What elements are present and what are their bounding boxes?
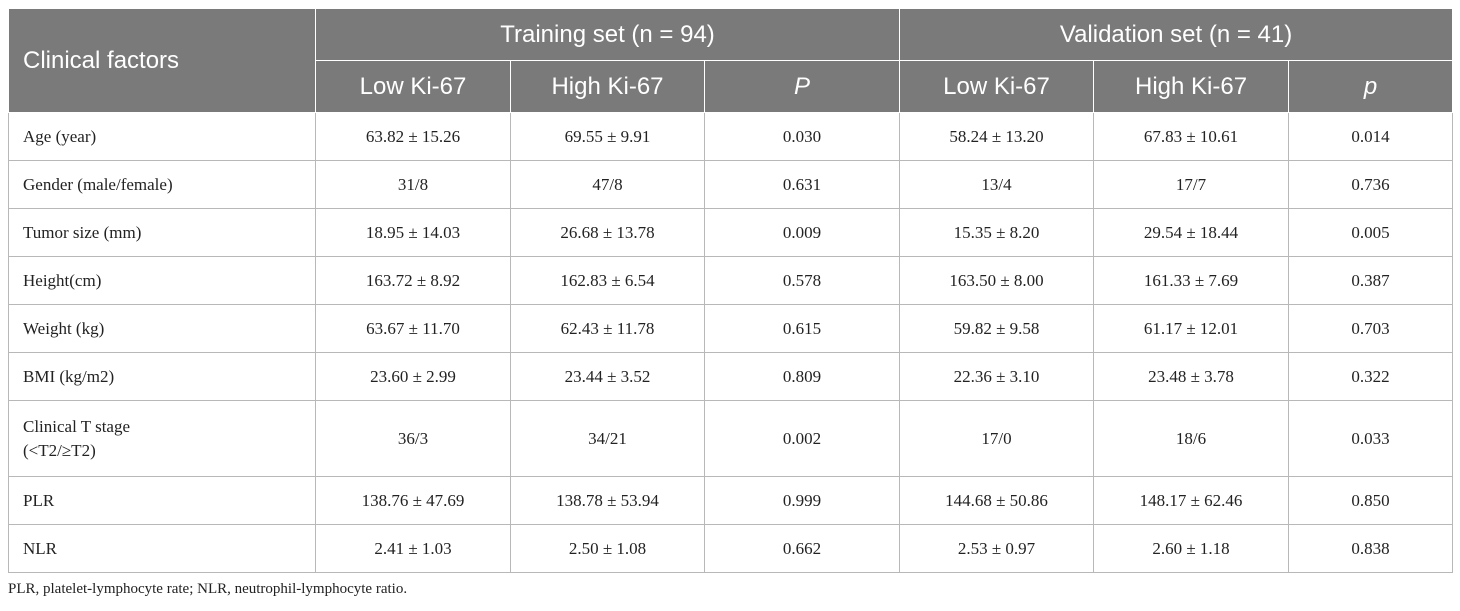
row-label: BMI (kg/m2) <box>8 352 316 401</box>
header-validation-set: Validation set (n = 41) <box>899 8 1454 61</box>
row-label-line: PLR <box>23 490 55 510</box>
table-row: Height(cm) 163.72 ± 8.92 162.83 ± 6.54 0.57… <box>8 256 1454 305</box>
table-body: Age (year) 63.82 ± 15.26 69.55 ± 9.91 0.030… <box>8 112 1454 573</box>
table-cell: 0.631 <box>703 160 901 209</box>
table-row: Clinical T stage (<T2/≥T2) 36/3 34/21 0.002 1… <box>8 400 1454 477</box>
table-cell: 163.50 ± 8.00 <box>899 256 1095 305</box>
table-row: Gender (male/female) 31/8 47/8 0.631 13/4 17/… <box>8 160 1454 209</box>
table-cell: 47/8 <box>510 160 705 209</box>
table-cell: 0.322 <box>1288 352 1454 401</box>
table-row: Weight (kg) 63.67 ± 11.70 62.43 ± 11.78 0.6… <box>8 304 1454 353</box>
table-cell: 0.014 <box>1288 112 1454 161</box>
table-cell: 62.43 ± 11.78 <box>510 304 705 353</box>
table-cell: 0.703 <box>1288 304 1454 353</box>
table-cell: 26.68 ± 13.78 <box>510 208 705 257</box>
table-cell: 0.033 <box>1288 400 1454 477</box>
row-label: Age (year) <box>8 112 316 161</box>
table-container: Clinical factors Training set (n = 94) V… <box>8 8 1454 598</box>
table-cell: 138.76 ± 47.69 <box>315 476 511 525</box>
table-cell: 0.030 <box>703 112 901 161</box>
table-row: NLR 2.41 ± 1.03 2.50 ± 1.08 0.662 2.53 ± 0.9… <box>8 524 1454 573</box>
row-label: NLR <box>8 524 316 573</box>
table-cell: 29.54 ± 18.44 <box>1093 208 1290 257</box>
table-row: PLR 138.76 ± 47.69 138.78 ± 53.94 0.999 144.… <box>8 476 1454 525</box>
row-label-line: Clinical T stage <box>23 416 131 436</box>
table-header: Clinical factors Training set (n = 94) V… <box>8 8 1454 113</box>
header-training-set: Training set (n = 94) <box>314 8 901 61</box>
header-training-p: P <box>703 60 901 113</box>
table-cell: 0.999 <box>703 476 901 525</box>
table-cell: 2.53 ± 0.97 <box>899 524 1095 573</box>
table-cell: 148.17 ± 62.46 <box>1093 476 1290 525</box>
table-cell: 2.41 ± 1.03 <box>315 524 511 573</box>
row-label-line: Tumor size (mm) <box>23 222 142 242</box>
table-cell: 0.005 <box>1288 208 1454 257</box>
table-cell: 67.83 ± 10.61 <box>1093 112 1290 161</box>
table-cell: 0.838 <box>1288 524 1454 573</box>
row-label: Height(cm) <box>8 256 316 305</box>
row-label: Clinical T stage (<T2/≥T2) <box>8 400 316 477</box>
table-cell: 0.809 <box>703 352 901 401</box>
row-label: Tumor size (mm) <box>8 208 316 257</box>
table-cell: 0.662 <box>703 524 901 573</box>
table-cell: 59.82 ± 9.58 <box>899 304 1095 353</box>
header-training-low-ki67: Low Ki-67 <box>315 60 511 113</box>
row-label-line: BMI (kg/m2) <box>23 366 115 386</box>
table-cell: 23.48 ± 3.78 <box>1093 352 1290 401</box>
table-cell: 162.83 ± 6.54 <box>510 256 705 305</box>
table-cell: 13/4 <box>899 160 1095 209</box>
table-cell: 0.009 <box>703 208 901 257</box>
table-cell: 0.578 <box>703 256 901 305</box>
header-validation-p: p <box>1288 60 1454 113</box>
table-cell: 22.36 ± 3.10 <box>899 352 1095 401</box>
table-cell: 144.68 ± 50.86 <box>899 476 1095 525</box>
row-label: Weight (kg) <box>8 304 316 353</box>
table-cell: 0.850 <box>1288 476 1454 525</box>
table-cell: 2.60 ± 1.18 <box>1093 524 1290 573</box>
row-label-line: Age (year) <box>23 126 97 146</box>
table-cell: 58.24 ± 13.20 <box>899 112 1095 161</box>
table-cell: 23.60 ± 2.99 <box>315 352 511 401</box>
table-cell: 0.615 <box>703 304 901 353</box>
header-clinical-factors: Clinical factors <box>8 8 316 113</box>
table-cell: 63.82 ± 15.26 <box>315 112 511 161</box>
header-validation-low-ki67: Low Ki-67 <box>899 60 1095 113</box>
table-cell: 23.44 ± 3.52 <box>510 352 705 401</box>
table-cell: 18.95 ± 14.03 <box>315 208 511 257</box>
header-training-high-ki67: High Ki-67 <box>510 60 705 113</box>
table-cell: 34/21 <box>510 400 705 477</box>
table-cell: 138.78 ± 53.94 <box>510 476 705 525</box>
table-cell: 18/6 <box>1093 400 1290 477</box>
table-row: Tumor size (mm) 18.95 ± 14.03 26.68 ± 13.7… <box>8 208 1454 257</box>
table-cell: 0.002 <box>703 400 901 477</box>
table-footnote: PLR, platelet-lymphocyte rate; NLR, neut… <box>8 581 408 597</box>
table-cell: 0.387 <box>1288 256 1454 305</box>
row-label-line: (<T2/≥T2) <box>23 440 96 460</box>
row-label: Gender (male/female) <box>8 160 316 209</box>
table-cell: 31/8 <box>315 160 511 209</box>
table-cell: 15.35 ± 8.20 <box>899 208 1095 257</box>
header-row-columns: Low Ki-67 High Ki-67 P Low Ki-67 High Ki… <box>9 60 1454 113</box>
header-validation-high-ki67: High Ki-67 <box>1093 60 1290 113</box>
table-cell: 17/0 <box>899 400 1095 477</box>
table-cell: 0.736 <box>1288 160 1454 209</box>
table-cell: 163.72 ± 8.92 <box>315 256 511 305</box>
table-cell: 17/7 <box>1093 160 1290 209</box>
table-cell: 69.55 ± 9.91 <box>510 112 705 161</box>
row-label-line: Height(cm) <box>23 270 102 290</box>
table-row: BMI (kg/m2) 23.60 ± 2.99 23.44 ± 3.52 0.809… <box>8 352 1454 401</box>
table-cell: 61.17 ± 12.01 <box>1093 304 1290 353</box>
table-row: Age (year) 63.82 ± 15.26 69.55 ± 9.91 0.030… <box>8 112 1454 161</box>
table-cell: 161.33 ± 7.69 <box>1093 256 1290 305</box>
table-cell: 63.67 ± 11.70 <box>315 304 511 353</box>
row-label-line: Weight (kg) <box>23 318 105 338</box>
table-cell: 36/3 <box>315 400 511 477</box>
clinical-factors-table: Clinical factors Training set (n = 94) V… <box>8 8 1454 573</box>
row-label: PLR <box>8 476 316 525</box>
header-row-groups: Clinical factors Training set (n = 94) V… <box>8 8 1454 113</box>
table-cell: 2.50 ± 1.08 <box>510 524 705 573</box>
row-label-line: Gender (male/female) <box>23 174 173 194</box>
row-label-line: NLR <box>23 538 57 558</box>
